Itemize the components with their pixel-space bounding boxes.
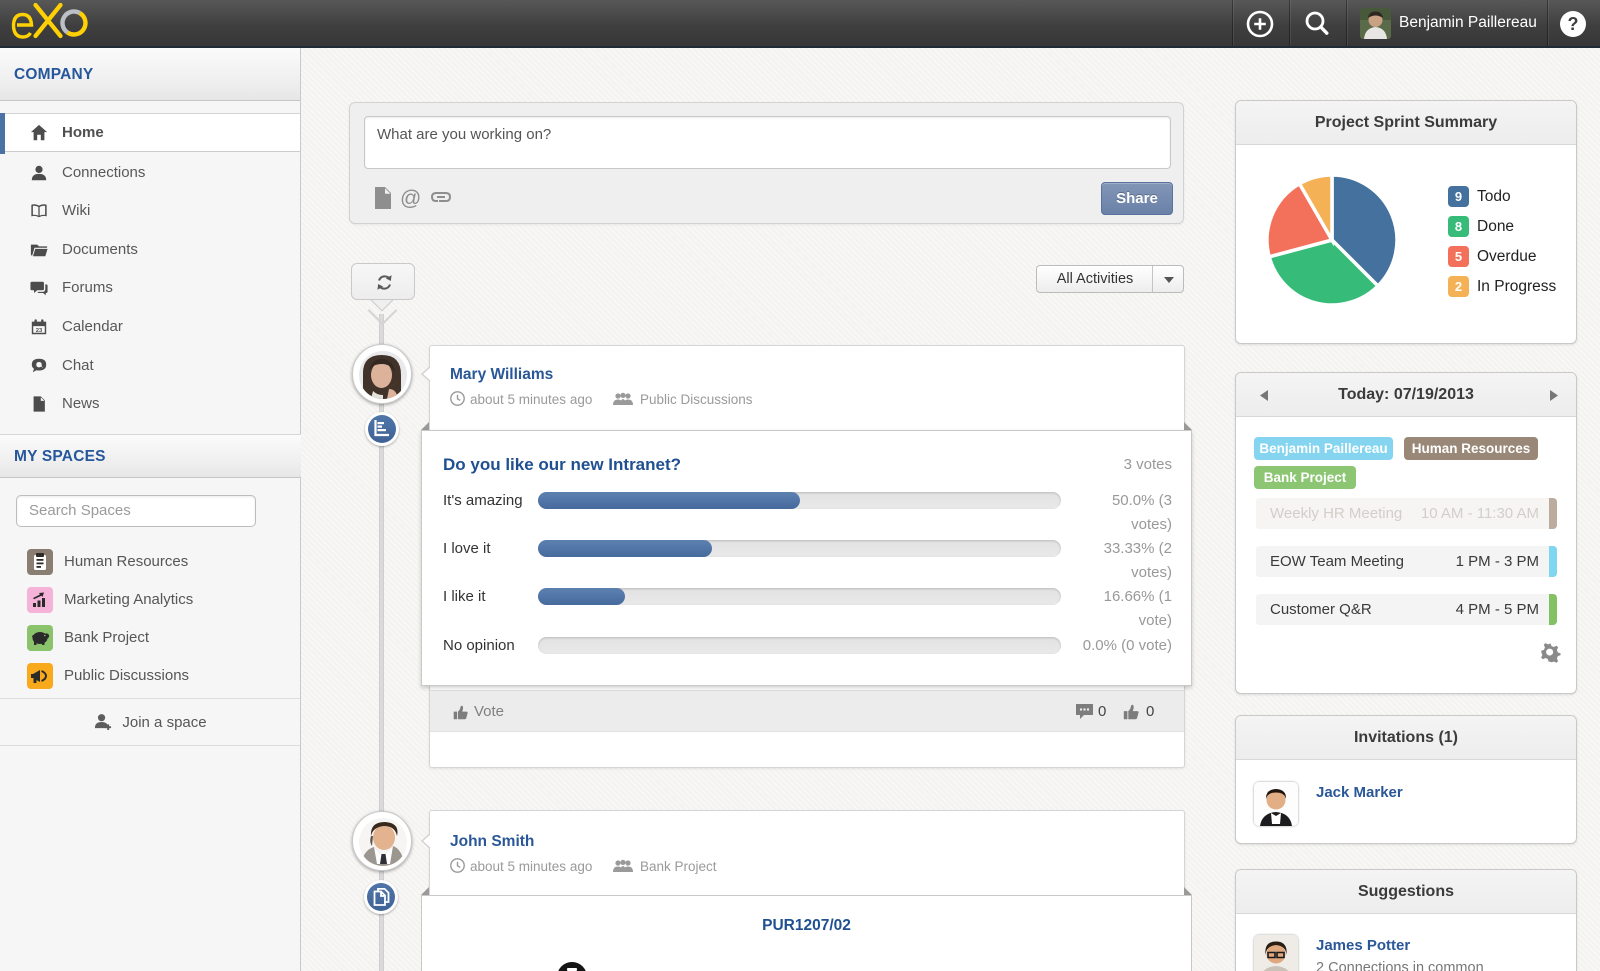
svg-text:23: 23 — [36, 328, 43, 334]
